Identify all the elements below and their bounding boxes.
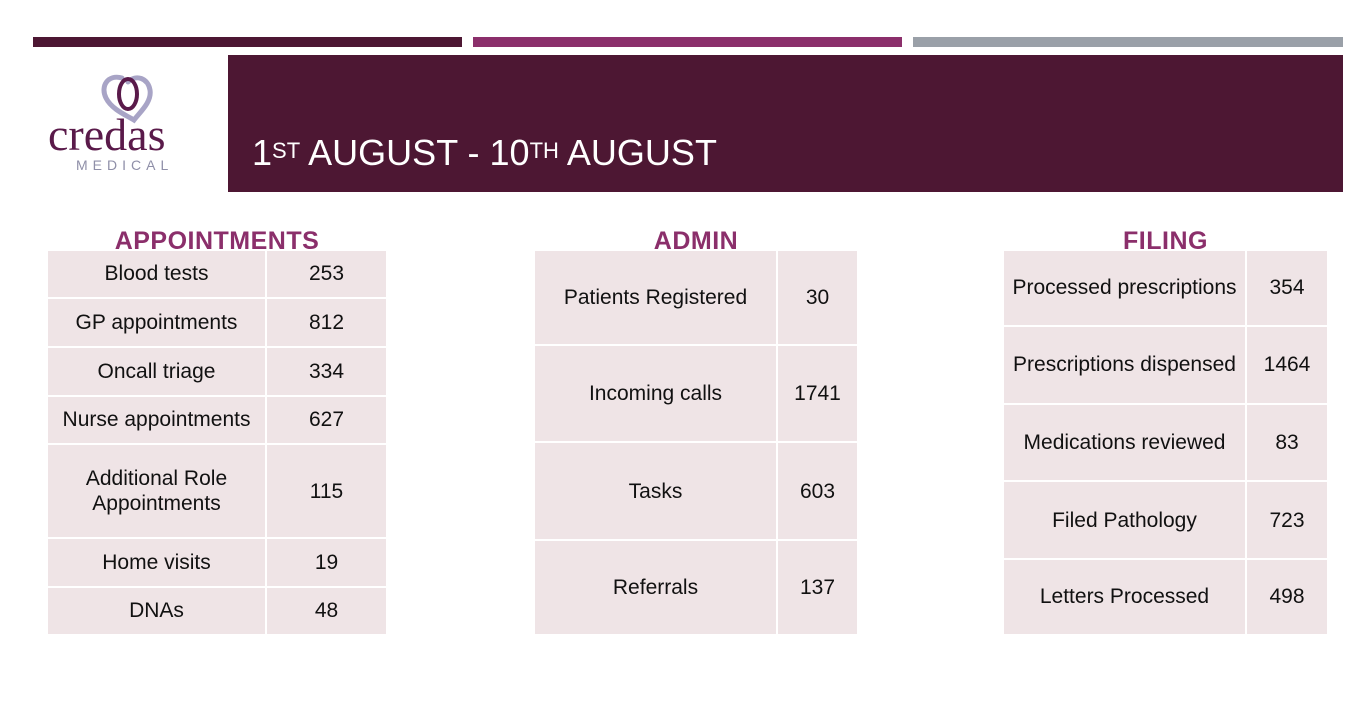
date-range-title: 1ST AUGUST - 10TH AUGUST xyxy=(252,131,717,175)
row-value: 603 xyxy=(776,441,857,542)
table-row: Processed prescriptions 354 xyxy=(1004,251,1327,327)
row-label: Medications reviewed xyxy=(1004,402,1247,483)
table-row: Patients Registered 30 xyxy=(535,251,857,346)
table-row: Nurse appointments 627 xyxy=(48,394,386,446)
row-value: 334 xyxy=(265,345,386,397)
table-row: Incoming calls 1741 xyxy=(535,343,857,444)
table-row: Blood tests 253 xyxy=(48,251,386,299)
table-row: Oncall triage 334 xyxy=(48,345,386,397)
row-value: 723 xyxy=(1245,480,1327,561)
table-row: Letters Processed 498 xyxy=(1004,558,1327,634)
start-day: 1 xyxy=(252,132,273,173)
top-bar-plum xyxy=(33,37,462,47)
credas-medical-logo: credas MEDICAL xyxy=(46,72,211,177)
row-value: 253 xyxy=(265,251,386,299)
row-value: 137 xyxy=(776,539,857,634)
row-label: Oncall triage xyxy=(48,345,267,397)
appointments-title: APPOINTMENTS xyxy=(114,227,320,255)
row-value: 30 xyxy=(776,251,857,346)
logo-wordmark: credas xyxy=(48,109,166,160)
row-label: Incoming calls xyxy=(535,343,778,444)
admin-title: ADMIN xyxy=(653,227,739,255)
table-row: Prescriptions dispensed 1464 xyxy=(1004,324,1327,405)
row-value: 115 xyxy=(265,443,386,540)
row-label: Tasks xyxy=(535,441,778,542)
row-label: Additional Role Appointments xyxy=(48,443,267,540)
table-row: Tasks 603 xyxy=(535,441,857,542)
row-label: Prescriptions dispensed xyxy=(1004,324,1247,405)
table-row: Filed Pathology 723 xyxy=(1004,480,1327,561)
title-end: AUGUST xyxy=(558,132,717,173)
row-value: 83 xyxy=(1245,402,1327,483)
table-row: Referrals 137 xyxy=(535,539,857,634)
admin-table: Patients Registered 30 Incoming calls 1741… xyxy=(535,251,857,634)
row-value: 627 xyxy=(265,394,386,446)
filing-table: Processed prescriptions 354 Prescriptions… xyxy=(1004,251,1327,634)
row-value: 498 xyxy=(1245,558,1327,634)
row-value: 1464 xyxy=(1245,324,1327,405)
row-value: 19 xyxy=(265,537,386,588)
row-value: 354 xyxy=(1245,251,1327,327)
table-row: GP appointments 812 xyxy=(48,296,386,348)
top-bar-magenta xyxy=(473,37,902,47)
title-middle: AUGUST - xyxy=(300,132,490,173)
top-bar-grey xyxy=(913,37,1343,47)
table-row: Home visits 19 xyxy=(48,537,386,588)
row-label: Referrals xyxy=(535,539,778,634)
row-label: Processed prescriptions xyxy=(1004,251,1247,327)
row-label: Nurse appointments xyxy=(48,394,267,446)
end-day-suffix: TH xyxy=(529,138,559,163)
table-row: Medications reviewed 83 xyxy=(1004,402,1327,483)
appointments-table: Blood tests 253 GP appointments 812 Oncall… xyxy=(48,251,386,634)
row-label: Patients Registered xyxy=(535,251,778,346)
row-value: 812 xyxy=(265,296,386,348)
logo-rings-icon xyxy=(101,74,153,124)
header-banner: 1ST AUGUST - 10TH AUGUST xyxy=(228,55,1343,192)
filing-title: FILING xyxy=(1123,227,1208,255)
end-day: 10 xyxy=(489,132,530,173)
table-row: DNAs 48 xyxy=(48,585,386,634)
start-day-suffix: ST xyxy=(272,138,301,163)
row-label: Letters Processed xyxy=(1004,558,1247,634)
row-label: DNAs xyxy=(48,585,267,634)
row-value: 1741 xyxy=(776,343,857,444)
table-row: Additional Role Appointments 115 xyxy=(48,443,386,540)
row-label: Filed Pathology xyxy=(1004,480,1247,561)
logo-subtitle: MEDICAL xyxy=(76,157,174,173)
row-label: GP appointments xyxy=(48,296,267,348)
row-label: Blood tests xyxy=(48,251,267,299)
row-label: Home visits xyxy=(48,537,267,588)
row-value: 48 xyxy=(265,585,386,634)
